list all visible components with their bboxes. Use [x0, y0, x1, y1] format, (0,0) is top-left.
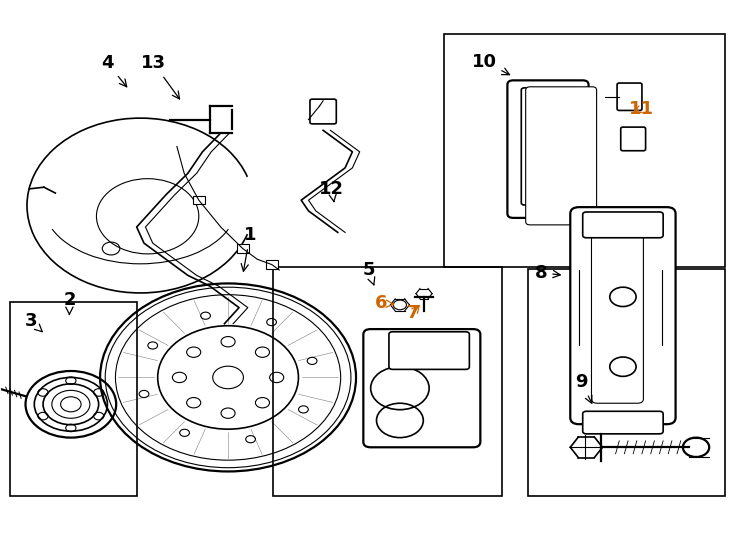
FancyBboxPatch shape: [617, 83, 642, 111]
Text: 8: 8: [534, 264, 560, 282]
FancyBboxPatch shape: [592, 233, 644, 403]
Text: 12: 12: [319, 180, 344, 201]
Text: 9: 9: [575, 373, 592, 403]
FancyBboxPatch shape: [583, 411, 663, 434]
Text: 7: 7: [407, 304, 419, 322]
Text: 5: 5: [362, 261, 375, 285]
Text: 13: 13: [141, 54, 180, 99]
FancyBboxPatch shape: [570, 207, 675, 424]
FancyBboxPatch shape: [310, 99, 336, 124]
FancyBboxPatch shape: [526, 87, 597, 225]
Bar: [237, 244, 249, 253]
Bar: [273, 267, 502, 496]
Bar: [528, 269, 725, 496]
Text: 6: 6: [375, 294, 393, 312]
FancyBboxPatch shape: [621, 127, 646, 151]
FancyBboxPatch shape: [583, 212, 663, 238]
Text: 2: 2: [63, 291, 76, 314]
Text: 11: 11: [629, 100, 654, 118]
Text: 1: 1: [241, 226, 256, 271]
Bar: [193, 196, 205, 205]
FancyBboxPatch shape: [521, 88, 549, 205]
Bar: [444, 33, 725, 267]
FancyBboxPatch shape: [389, 332, 469, 369]
Text: 3: 3: [24, 312, 43, 332]
FancyBboxPatch shape: [507, 80, 589, 218]
Text: 10: 10: [471, 52, 509, 75]
Bar: [266, 260, 277, 269]
FancyBboxPatch shape: [363, 329, 480, 447]
Text: 4: 4: [101, 54, 127, 87]
Bar: [10, 302, 137, 496]
